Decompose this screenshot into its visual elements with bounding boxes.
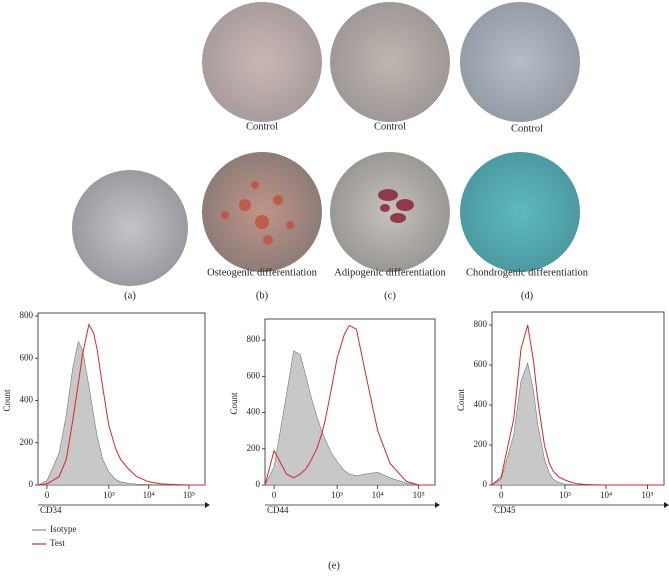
y-axis-label: Count xyxy=(229,392,239,415)
y-tick-label: 0 xyxy=(483,479,488,489)
axis-arrowhead xyxy=(205,502,210,508)
image-d-control xyxy=(460,2,580,122)
y-tick-label: 600 xyxy=(474,359,488,369)
image-c-control xyxy=(330,2,450,122)
image-c-adipogenic xyxy=(330,152,450,272)
histogram-area xyxy=(264,350,435,486)
micrographs xyxy=(72,2,580,286)
y-tick-label: 800 xyxy=(474,319,488,329)
histogram-line xyxy=(37,323,205,486)
histogram-line xyxy=(491,324,664,486)
caption: Control xyxy=(246,121,278,132)
x-tick-label: 0 xyxy=(45,490,50,500)
x-tick-label: 10⁵ xyxy=(413,490,425,500)
legend-label: Isotype xyxy=(50,524,77,534)
y-axis-label: Count xyxy=(2,389,12,412)
y-tick-label: 200 xyxy=(247,443,261,453)
x-axis-label: CD45 xyxy=(494,505,516,515)
histogram-area xyxy=(37,340,205,486)
panel-letter: (b) xyxy=(256,290,269,301)
caption: Control xyxy=(374,121,406,132)
y-tick-label: 400 xyxy=(474,399,488,409)
y-tick-label: 600 xyxy=(247,370,261,380)
histogram-line xyxy=(264,324,435,486)
x-tick-label: 10⁴ xyxy=(143,490,155,500)
captions: Control Control Control Osteogenic diffe… xyxy=(124,121,589,571)
x-tick-label: 10³ xyxy=(103,490,115,500)
x-axis-label: CD34 xyxy=(40,505,62,515)
x-tick-label: 10⁴ xyxy=(600,490,612,500)
y-axis-label: Count xyxy=(456,389,466,412)
y-tick-label: 800 xyxy=(20,310,34,320)
x-axis-label: CD44 xyxy=(267,505,289,515)
legend-label: Test xyxy=(50,538,65,548)
y-tick-label: 0 xyxy=(256,479,261,489)
panel-letter: (e) xyxy=(328,560,340,571)
stain-spots xyxy=(221,181,294,245)
caption: Chondrogenic differentiation xyxy=(466,267,589,278)
lipid-spots xyxy=(378,189,414,223)
x-tick-label: 0 xyxy=(272,490,277,500)
y-tick-label: 0 xyxy=(29,479,34,489)
caption: Adipogenic differentiation xyxy=(334,267,446,278)
x-tick-label: 0 xyxy=(499,490,504,500)
y-tick-label: 200 xyxy=(474,439,488,449)
image-b-osteogenic xyxy=(202,152,322,272)
y-tick-label: 400 xyxy=(247,407,261,417)
axis-arrowhead xyxy=(435,502,440,508)
x-tick-label: 10⁵ xyxy=(183,490,195,500)
panel-letter: (d) xyxy=(521,290,534,301)
x-tick-label: 10³ xyxy=(559,490,571,500)
x-tick-label: 10⁴ xyxy=(372,490,384,500)
image-d-chondrogenic xyxy=(460,152,580,272)
y-tick-label: 600 xyxy=(20,352,34,362)
image-b-control xyxy=(202,2,322,122)
y-tick-label: 400 xyxy=(20,395,34,405)
image-a xyxy=(72,170,188,286)
panel-letter: (a) xyxy=(124,290,136,301)
axis-arrowhead xyxy=(664,502,669,508)
caption: Osteogenic differentiation xyxy=(207,267,317,278)
caption: Control xyxy=(511,123,543,134)
x-tick-label: 10³ xyxy=(331,490,343,500)
panel-letter: (c) xyxy=(384,290,396,301)
y-tick-label: 800 xyxy=(247,334,261,344)
y-tick-label: 200 xyxy=(20,437,34,447)
x-tick-label: 10⁵ xyxy=(641,490,653,500)
